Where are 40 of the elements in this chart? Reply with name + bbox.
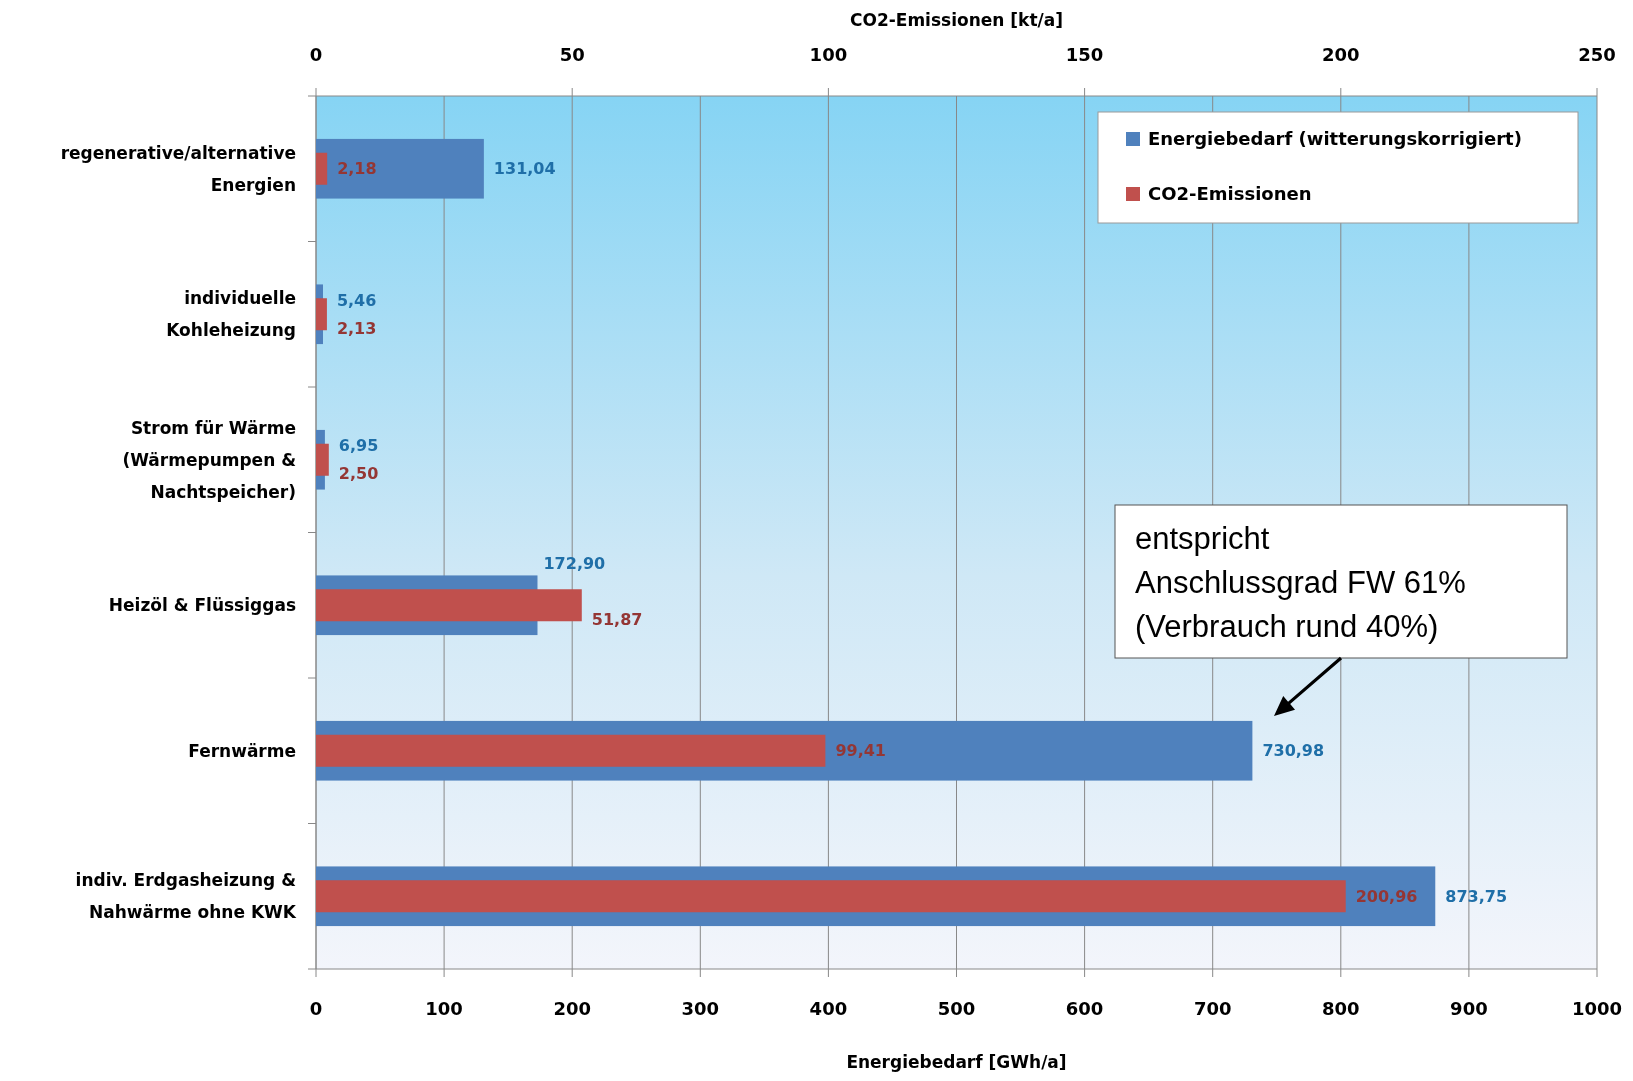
x2-tick-label: 250 bbox=[1578, 44, 1616, 65]
x2-tick-label: 100 bbox=[809, 44, 848, 65]
x-tick-label: 200 bbox=[553, 998, 591, 1019]
x-tick-label: 0 bbox=[309, 998, 323, 1019]
x-tick-label: 100 bbox=[425, 998, 463, 1019]
annotation: entspricht Anschlussgrad FW 61% (Verbrauch rund 40%) bbox=[1135, 521, 1466, 644]
x2-tick-label: 0 bbox=[309, 44, 323, 65]
data-label: 2,13 bbox=[336, 318, 377, 338]
data-label: 99,41 bbox=[835, 741, 886, 761]
y-tick-label: Heizöl & Flüssiggas bbox=[108, 595, 296, 616]
x-tick-label: 600 bbox=[1065, 998, 1104, 1019]
x-tick-label: 400 bbox=[809, 998, 848, 1019]
x-tick-label: 900 bbox=[1450, 998, 1488, 1019]
x2-tick-label: 50 bbox=[559, 44, 585, 65]
x-tick-label: 800 bbox=[1322, 998, 1360, 1019]
x-axis-title: Energiebedarf [GWh/a] bbox=[846, 1052, 1067, 1072]
data-label: 200,96 bbox=[1355, 886, 1418, 906]
legend-label: Energiebedarf (witterungskorrigiert) bbox=[1148, 128, 1522, 150]
x-tick-label: 500 bbox=[937, 998, 976, 1019]
data-label: 6,95 bbox=[338, 436, 379, 456]
x2-tick-label: 200 bbox=[1322, 44, 1360, 65]
y-tick-label: individuelle Kohleheizung bbox=[166, 288, 296, 341]
x2-tick-label: 150 bbox=[1065, 44, 1104, 65]
y-tick-label: Strom für Wärme (Wärmepumpen & Nachtspeicher) bbox=[122, 417, 297, 502]
y-tick-label: Fernwärme bbox=[188, 740, 296, 761]
data-label: 5,46 bbox=[336, 290, 377, 310]
data-label: 172,90 bbox=[543, 554, 606, 574]
data-label: 730,98 bbox=[1262, 741, 1325, 761]
legend-label: CO2-Emissionen bbox=[1148, 183, 1312, 205]
y-tick-label: indiv. Erdgasheizung & Nahwärme ohne KWK bbox=[75, 870, 297, 923]
data-label: 131,04 bbox=[493, 159, 556, 179]
x2-axis-title: CO2-Emissionen [kt/a] bbox=[849, 10, 1064, 30]
y-tick-label: regenerative/alternative Energien bbox=[60, 142, 296, 195]
x-tick-label: 1000 bbox=[1571, 998, 1623, 1019]
data-label: 873,75 bbox=[1445, 886, 1508, 906]
data-label: 2,18 bbox=[337, 159, 377, 179]
data-label: 2,50 bbox=[338, 464, 379, 484]
data-label: 51,87 bbox=[591, 609, 643, 629]
x-tick-label: 700 bbox=[1193, 998, 1232, 1019]
x-tick-label: 300 bbox=[681, 998, 720, 1019]
